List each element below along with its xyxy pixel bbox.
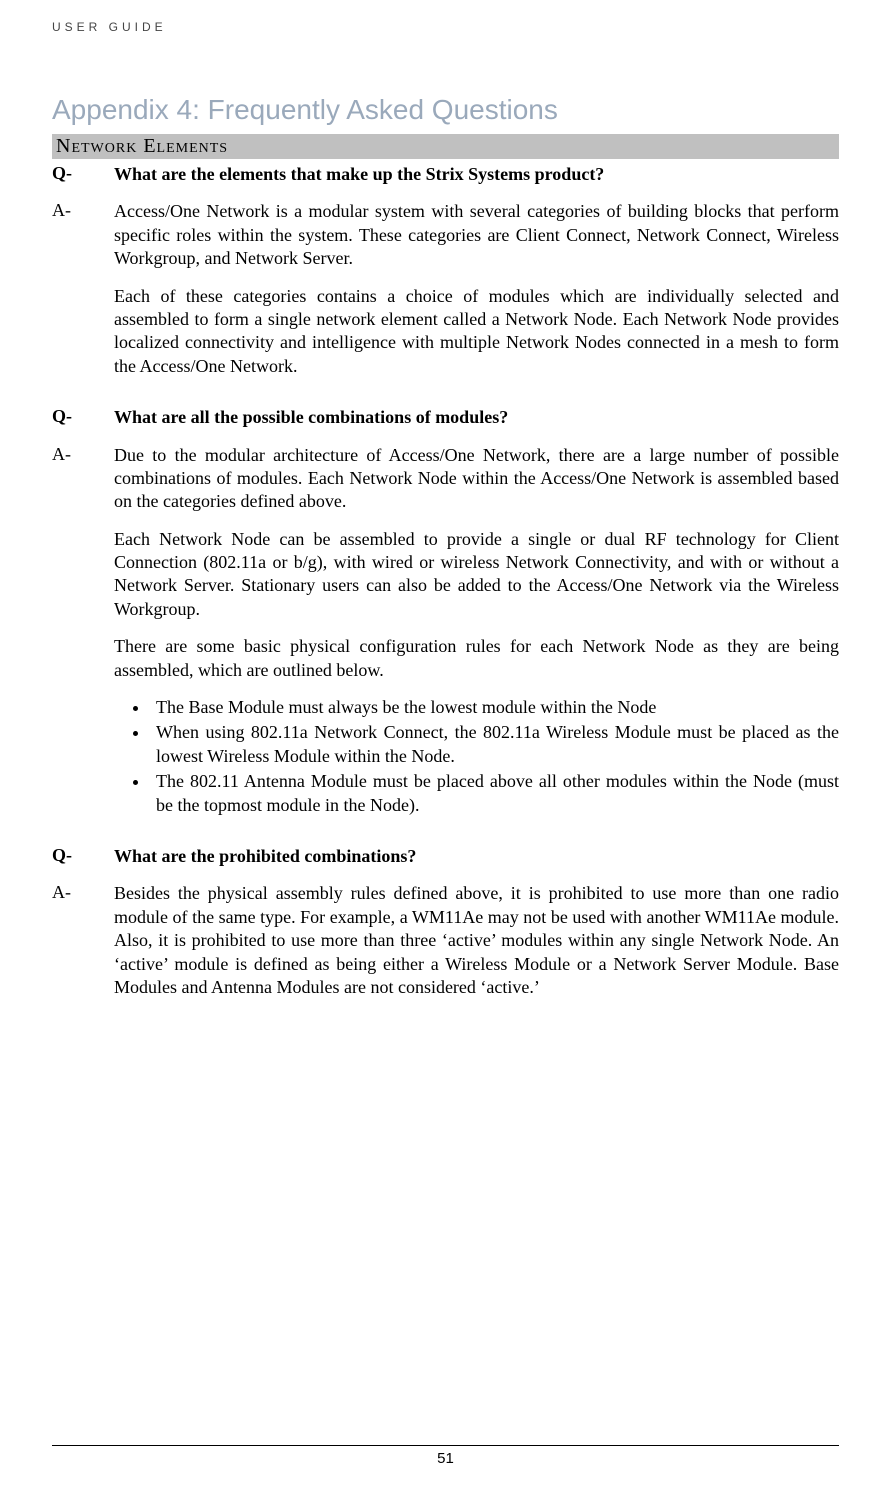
a-prefix: A- (52, 444, 114, 831)
q-prefix: Q- (52, 163, 114, 186)
a-para: There are some basic physical configurat… (114, 635, 839, 682)
a-body: Besides the physical assembly rules defi… (114, 882, 839, 1013)
a-para: Access/One Network is a modular system w… (114, 200, 839, 270)
a-para: Besides the physical assembly rules defi… (114, 882, 839, 999)
q-text: What are all the possible combinations o… (114, 406, 839, 429)
q-prefix: Q- (52, 845, 114, 868)
list-item: When using 802.11a Network Connect, the … (150, 721, 839, 768)
a-para: Each of these categories contains a choi… (114, 285, 839, 379)
list-item: The Base Module must always be the lowes… (150, 696, 839, 719)
question-row: Q- What are the prohibited combinations? (52, 845, 839, 868)
a-body: Access/One Network is a modular system w… (114, 200, 839, 392)
page-title: Appendix 4: Frequently Asked Questions (52, 94, 839, 126)
bullet-list: The Base Module must always be the lowes… (150, 696, 839, 817)
answer-row: A- Due to the modular architecture of Ac… (52, 444, 839, 831)
answer-row: A- Access/One Network is a modular syste… (52, 200, 839, 392)
a-prefix: A- (52, 200, 114, 392)
list-item: The 802.11 Antenna Module must be placed… (150, 770, 839, 817)
answer-row: A- Besides the physical assembly rules d… (52, 882, 839, 1013)
a-body: Due to the modular architecture of Acces… (114, 444, 839, 831)
header-label: USER GUIDE (52, 20, 839, 34)
a-para: Each Network Node can be assembled to pr… (114, 528, 839, 622)
page-footer: 51 (52, 1445, 839, 1467)
a-para: Due to the modular architecture of Acces… (114, 444, 839, 514)
a-prefix: A- (52, 882, 114, 1013)
question-row: Q- What are the elements that make up th… (52, 163, 839, 186)
page-number: 51 (437, 1450, 454, 1467)
section-heading: Network Elements (52, 134, 839, 159)
q-prefix: Q- (52, 406, 114, 429)
q-text: What are the elements that make up the S… (114, 163, 839, 186)
question-row: Q- What are all the possible combination… (52, 406, 839, 429)
q-text: What are the prohibited combinations? (114, 845, 839, 868)
